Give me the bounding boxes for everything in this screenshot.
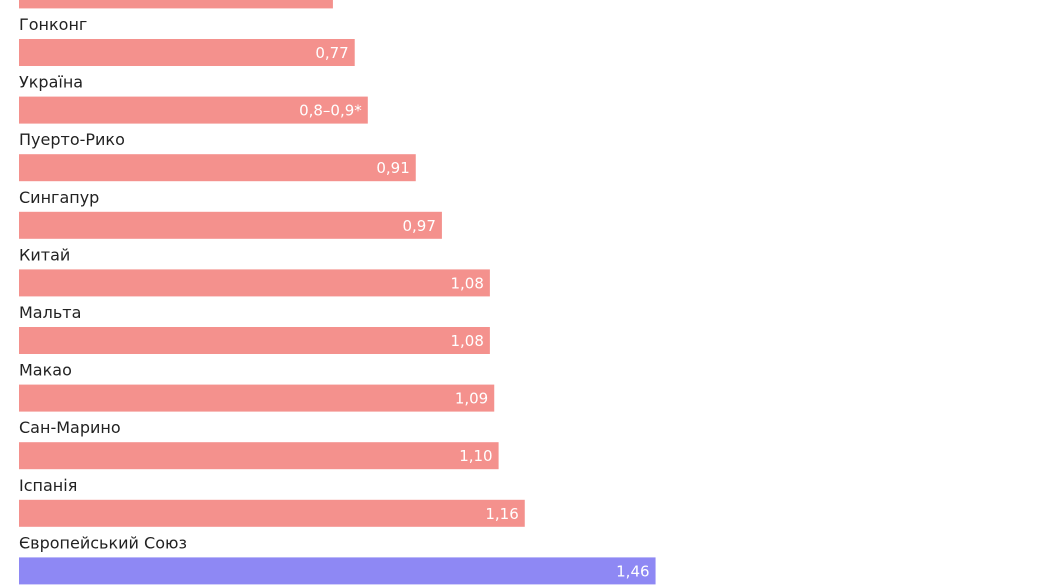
bar xyxy=(19,384,495,412)
value-label: 0,91 xyxy=(376,159,409,177)
value-label: 0,8–0,9* xyxy=(299,102,362,120)
bar xyxy=(19,154,416,182)
category-label: Китай xyxy=(19,245,70,264)
bar xyxy=(19,39,355,66)
bar xyxy=(19,442,499,470)
category-label: Гонконг xyxy=(19,15,87,34)
bar xyxy=(19,96,368,124)
value-label: 1,08 xyxy=(450,274,483,292)
category-label: Мальта xyxy=(19,303,81,322)
value-label: 1,10 xyxy=(459,447,492,465)
category-label: Макао xyxy=(19,361,72,380)
category-label: Європейський Союз xyxy=(19,533,187,552)
bar xyxy=(19,211,442,239)
value-label: 0,77 xyxy=(315,44,348,62)
value-label: 1,08 xyxy=(450,332,483,350)
bar xyxy=(19,269,490,297)
value-label: 1,46 xyxy=(616,562,649,580)
value-label: 0,97 xyxy=(403,217,436,235)
value-label: 1,09 xyxy=(455,390,488,408)
category-label: Сингапур xyxy=(19,188,99,207)
bar xyxy=(19,327,490,354)
bar xyxy=(19,0,333,9)
category-label: Іспанія xyxy=(19,476,77,495)
category-label: Україна xyxy=(19,73,83,92)
category-label: Сан-Марино xyxy=(19,418,121,437)
bar xyxy=(19,557,656,585)
bar xyxy=(19,499,525,527)
category-label: Пуерто-Рико xyxy=(19,130,125,149)
value-label: 1,16 xyxy=(485,505,518,523)
